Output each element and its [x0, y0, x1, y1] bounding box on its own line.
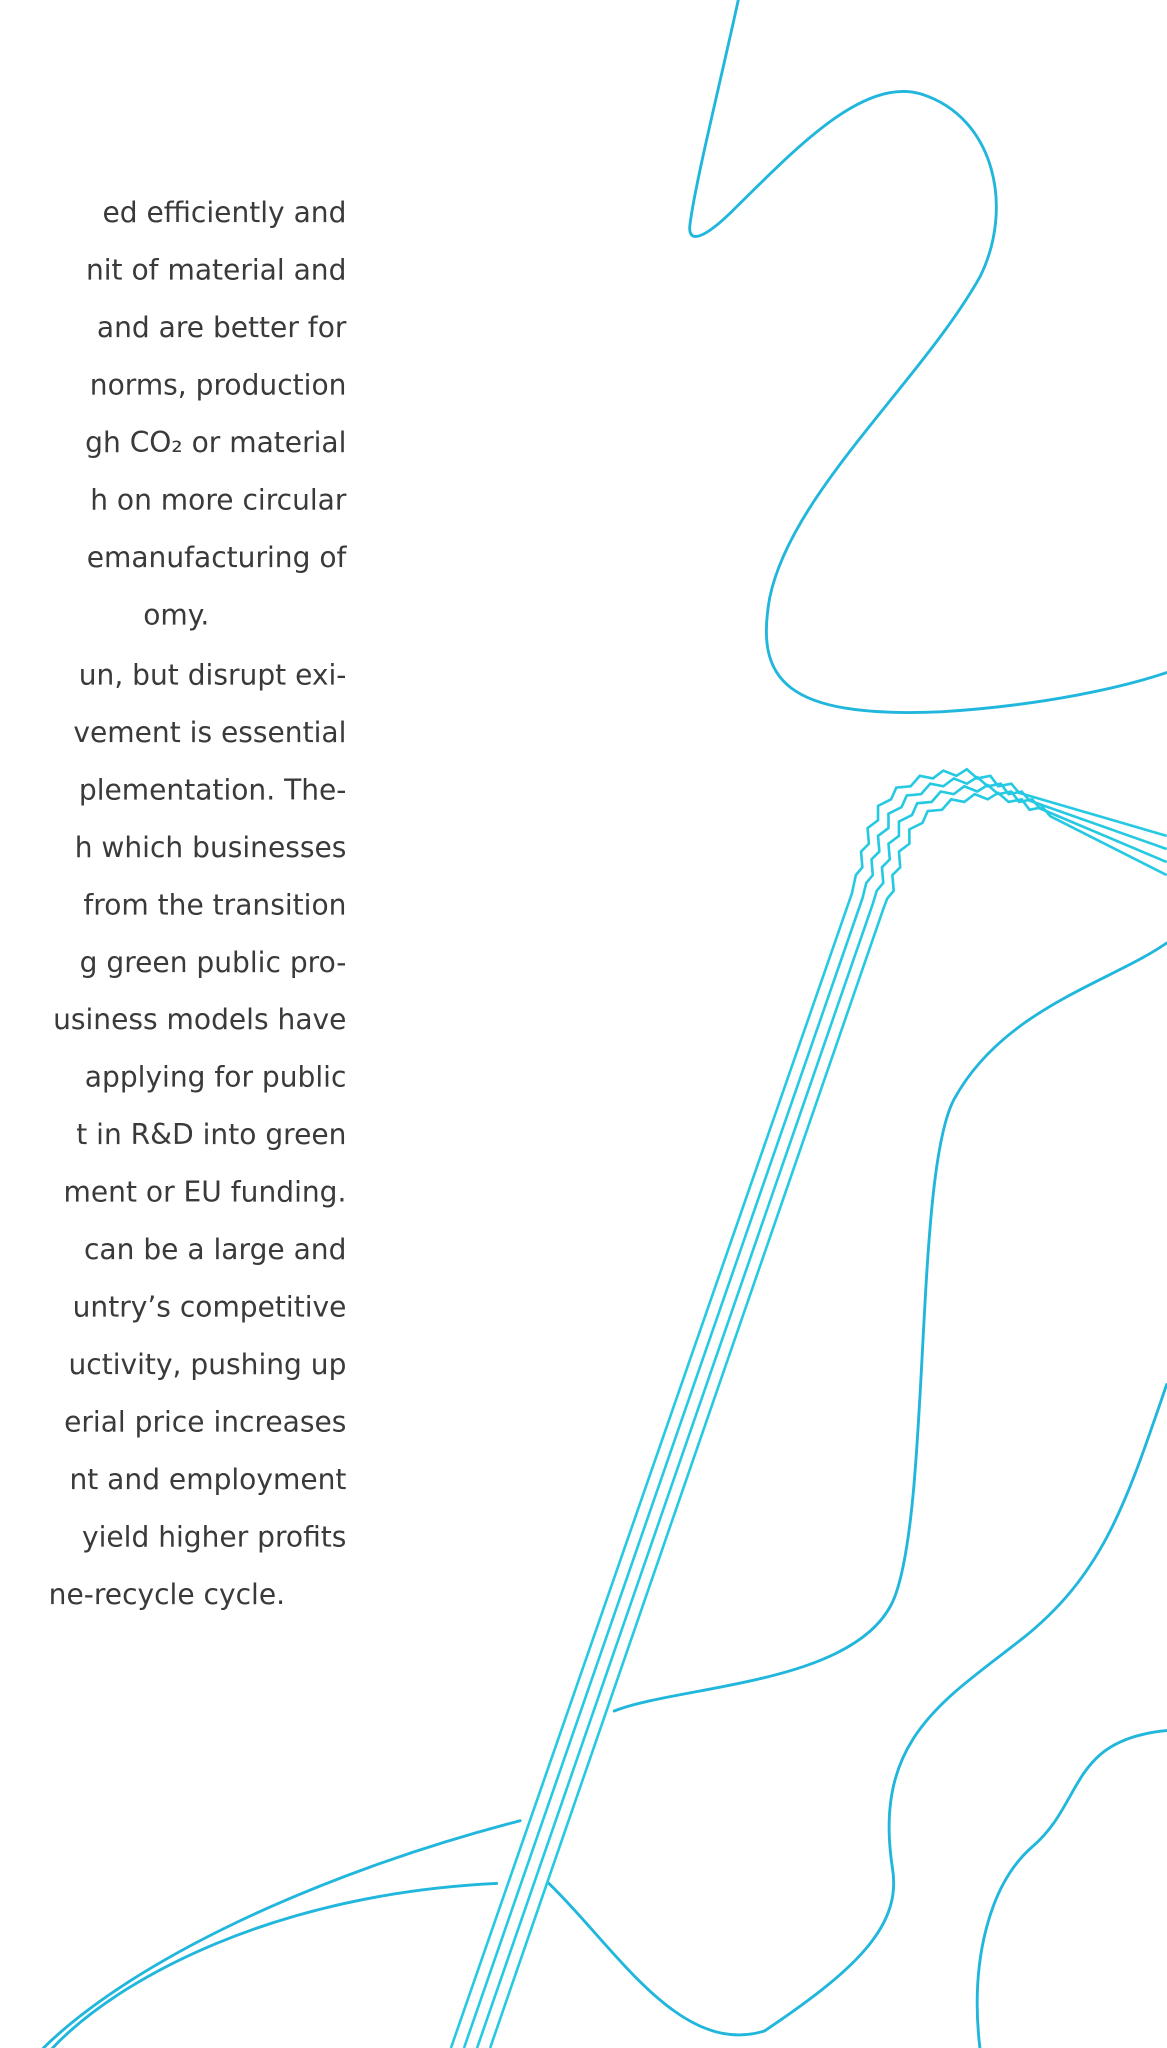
page: {"lines": [ "ed efficiently and", "nit o…	[0, 0, 1167, 2048]
text-line: h which businesses	[75, 831, 347, 864]
zigzag-line	[490, 793, 1167, 2048]
curve	[690, 0, 1167, 713]
curve	[43, 1821, 520, 2048]
text-line: nt and employment	[69, 1463, 346, 1496]
text-line: uctivity, pushing up	[68, 1348, 346, 1381]
zigzag-line	[477, 785, 1167, 2048]
text-line: gh CO₂ or material	[85, 426, 346, 459]
text-line: can be a large and	[84, 1233, 346, 1266]
zigzag-line	[451, 769, 1167, 2048]
text-line: erial price increases	[64, 1406, 346, 1439]
text-line: yield higher profits	[82, 1520, 346, 1553]
text-line: omy.	[143, 598, 209, 631]
text-line: ne-recycle cycle.	[49, 1578, 285, 1611]
curve	[614, 943, 1166, 1711]
text-line: usiness models have	[53, 1003, 346, 1036]
text-line: plementation. The-	[79, 773, 347, 806]
curve	[977, 1731, 1166, 2048]
text-line: and are better for	[97, 311, 347, 344]
text-line: un, but disrupt exi-	[79, 658, 347, 691]
text-line: untry’s competitive	[73, 1291, 347, 1324]
text-line: h on more circular	[90, 483, 347, 516]
text-line: vement is essential	[73, 716, 346, 749]
text-line: g green public pro-	[80, 946, 347, 979]
text-line: emanufacturing of	[87, 541, 348, 574]
text-line: t in R&D into green	[76, 1118, 346, 1151]
text-line: applying for public	[85, 1061, 347, 1094]
text-line: ed efficiently and	[103, 196, 347, 229]
text-line: ment or EU funding.	[64, 1176, 347, 1209]
body-text: ed efficiently and nit of material and a…	[49, 196, 348, 1611]
curve	[549, 1384, 1167, 2034]
text-line: norms, production	[90, 368, 347, 401]
page-canvas: ed efficiently and nit of material and a…	[0, 0, 1167, 2048]
text-line: from the transition	[83, 888, 346, 921]
zigzag-line	[464, 777, 1167, 2048]
text-line: nit of material and	[86, 254, 346, 287]
curve	[53, 1883, 497, 2048]
